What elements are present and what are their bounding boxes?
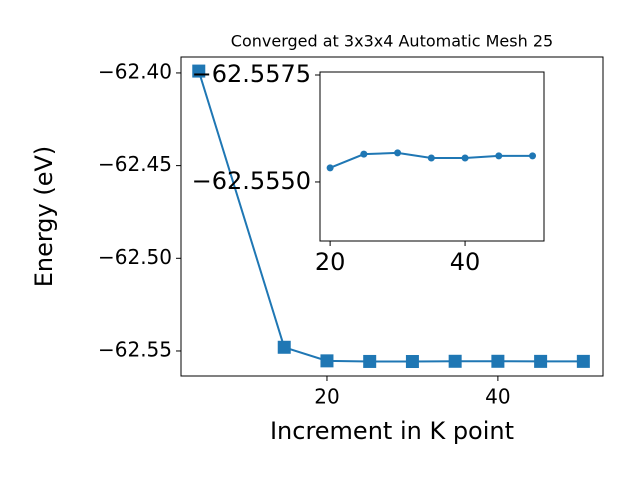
y-tick-label: −62.5575 — [192, 60, 311, 88]
marker — [534, 354, 548, 368]
x-tick-label: 20 — [315, 248, 346, 276]
marker — [360, 150, 368, 158]
y-tick-label: −62.55 — [98, 337, 172, 361]
y-tick-label: −62.5550 — [192, 167, 311, 195]
x-tick-label: 40 — [450, 248, 481, 276]
marker — [495, 152, 503, 160]
marker — [394, 149, 402, 157]
marker — [448, 354, 462, 368]
x-axis-label: Increment in K point — [270, 417, 514, 445]
chart-title: Converged at 3x3x4 Automatic Mesh 25 — [231, 32, 553, 51]
x-tick-label: 20 — [314, 385, 339, 409]
marker — [326, 164, 334, 172]
marker — [427, 154, 435, 162]
marker — [405, 355, 419, 369]
marker — [461, 154, 469, 162]
x-tick-label: 40 — [485, 385, 510, 409]
marker — [192, 64, 206, 78]
marker — [576, 354, 590, 368]
y-tick-label: −62.50 — [98, 245, 172, 269]
y-tick-label: −62.40 — [98, 59, 172, 83]
marker — [491, 354, 505, 368]
marker — [363, 354, 377, 368]
marker — [320, 354, 334, 368]
y-axis-label: Energy (eV) — [30, 146, 58, 288]
marker — [277, 340, 291, 354]
marker — [529, 152, 537, 160]
y-tick-label: −62.45 — [98, 152, 172, 176]
